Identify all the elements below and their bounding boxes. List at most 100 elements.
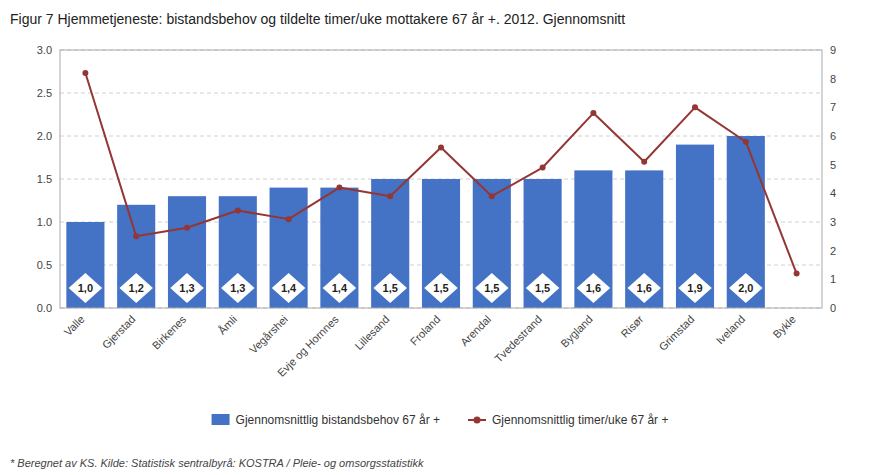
line-marker <box>387 193 393 199</box>
line-marker <box>540 165 546 171</box>
line-marker <box>336 185 342 191</box>
x-tick-label: Bygland <box>558 313 595 350</box>
legend-item: Gjennomsnittlig bistandsbehov 67 år + <box>212 413 440 427</box>
x-tick-label: Risør <box>619 313 646 340</box>
y2-tick-label: 6 <box>830 130 836 142</box>
data-label: 1,5 <box>433 282 448 294</box>
y-tick-label: 0.5 <box>37 259 52 271</box>
legend: Gjennomsnittlig bistandsbehov 67 år + Gje… <box>212 413 669 427</box>
data-label: 1,3 <box>179 282 194 294</box>
line-marker <box>438 144 444 150</box>
x-tick-label: Åmli <box>216 313 240 337</box>
legend-item: Gjennomsnittlig timer/uke 67 år + <box>468 413 668 427</box>
x-tick-label: Gjerstad <box>100 313 138 351</box>
bar <box>676 145 714 308</box>
label-diamond <box>729 273 763 303</box>
data-label: 1,5 <box>535 282 550 294</box>
x-tick-label: Birkenes <box>150 313 189 352</box>
line-marker <box>235 208 241 214</box>
line-marker <box>286 216 292 222</box>
y2-tick-label: 7 <box>830 101 836 113</box>
x-tick-label: Tvedestrand <box>492 313 544 365</box>
x-tick-label: Grimstad <box>656 313 696 353</box>
y-tick-label: 1.5 <box>37 173 52 185</box>
data-label: 1,2 <box>129 282 144 294</box>
line-marker <box>590 110 596 116</box>
label-diamond <box>577 273 611 303</box>
bar <box>66 222 104 308</box>
label-diamond <box>221 273 255 303</box>
plot-frame <box>60 50 822 308</box>
bar <box>422 179 460 308</box>
line-marker <box>489 193 495 199</box>
label-diamond <box>678 273 712 303</box>
label-diamond <box>627 273 661 303</box>
bar <box>117 205 155 308</box>
y2-tick-label: 2 <box>830 245 836 257</box>
grid <box>60 50 822 308</box>
legend-label: Gjennomsnittlig bistandsbehov 67 år + <box>236 413 440 427</box>
line-marker <box>82 70 88 76</box>
bar <box>320 188 358 308</box>
legend-swatch <box>212 414 230 425</box>
data-label: 1,3 <box>230 282 245 294</box>
label-diamond <box>475 273 509 303</box>
chart: Figur 7 Hjemmetjeneste: bistandsbehov og… <box>0 0 880 475</box>
line-marker <box>743 139 749 145</box>
footnote: * Beregnet av KS. Kilde: Statistisk sent… <box>10 457 424 469</box>
y2-tick-label: 3 <box>830 216 836 228</box>
bar <box>727 136 765 308</box>
title: Figur 7 Hjemmetjeneste: bistandsbehov og… <box>10 11 625 27</box>
bar <box>371 179 409 308</box>
label-diamond <box>170 273 204 303</box>
y-tick-label: 2.5 <box>37 87 52 99</box>
bar <box>524 179 562 308</box>
label-diamond <box>526 273 560 303</box>
y-tick-label: 0.0 <box>37 302 52 314</box>
data-label: 1,5 <box>484 282 499 294</box>
bar <box>168 196 206 308</box>
label-diamond <box>119 273 153 303</box>
background <box>0 0 880 475</box>
data-label: 1,6 <box>586 282 601 294</box>
legend-swatch <box>474 417 481 424</box>
y2-tick-label: 0 <box>830 302 836 314</box>
bar <box>625 170 663 308</box>
x-tick-label: Froland <box>408 313 443 348</box>
y2-tick-label: 4 <box>830 187 836 199</box>
x-tick-label: Bykle <box>771 313 799 341</box>
x-tick-label: Valle <box>62 313 87 338</box>
line-marker <box>641 159 647 165</box>
grid-line <box>60 136 822 137</box>
x-tick-label: Arendal <box>458 313 493 348</box>
y-tick-label: 2.0 <box>37 130 52 142</box>
x-tick-label: Iveland <box>714 313 748 347</box>
data-labels: 1,0 1,2 1,3 1,3 1,4 1,4 1,5 1,5 1,5 1,5 1,6 1,6 1,9 2… <box>69 273 763 303</box>
x-tick-label: Vegårshei <box>247 313 290 356</box>
y2-tick-label: 1 <box>830 273 836 285</box>
line-marker <box>133 233 139 239</box>
data-label: 1,4 <box>281 282 297 294</box>
label-diamond <box>272 273 306 303</box>
label-diamond <box>424 273 458 303</box>
data-label: 1,5 <box>383 282 398 294</box>
y-tick-label: 3.0 <box>37 44 52 56</box>
label-diamond <box>323 273 357 303</box>
x-tick-label: Evje og Hornnes <box>275 313 341 379</box>
line <box>85 73 796 274</box>
data-label: 1,6 <box>637 282 652 294</box>
legend-label: Gjennomsnittlig timer/uke 67 år + <box>492 413 668 427</box>
y-tick-label: 1.0 <box>37 216 52 228</box>
plot-area <box>66 70 799 308</box>
data-label: 1,4 <box>332 282 348 294</box>
bar <box>574 170 612 308</box>
y2-tick-label: 5 <box>830 159 836 171</box>
data-label: 2,0 <box>738 282 753 294</box>
data-label: 1,0 <box>78 282 93 294</box>
line-marker <box>184 225 190 231</box>
bar <box>473 179 511 308</box>
y2-tick-label: 9 <box>830 44 836 56</box>
data-label: 1,9 <box>687 282 702 294</box>
y2-tick-label: 8 <box>830 73 836 85</box>
line-marker <box>692 104 698 110</box>
